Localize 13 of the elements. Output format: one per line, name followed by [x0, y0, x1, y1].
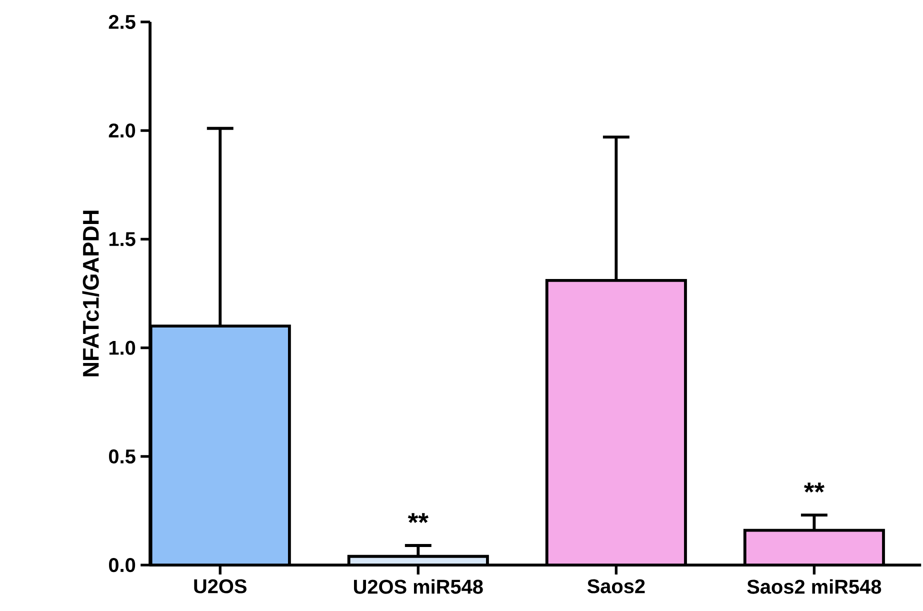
y-tick-label: 2.0 — [108, 123, 136, 138]
x-tick-label: U2OS — [194, 579, 246, 594]
y-tick-label: 1.0 — [109, 340, 136, 355]
y-tick-label: 0.0 — [109, 558, 136, 572]
x-tick-label: Saos2 miR548 — [747, 579, 882, 594]
x-tick-label: Saos2 — [587, 579, 645, 594]
x-tick-label: U2OS miR548 — [354, 579, 483, 594]
annotation: ** — [408, 513, 428, 523]
y-axis-title: NFATc1/GAPDH — [82, 210, 100, 376]
y-tick-label: 2.5 — [108, 14, 136, 29]
annotation: ** — [804, 482, 825, 492]
y-tick-label: 1.5 — [109, 232, 136, 246]
y-tick-label: 0.5 — [109, 449, 136, 464]
